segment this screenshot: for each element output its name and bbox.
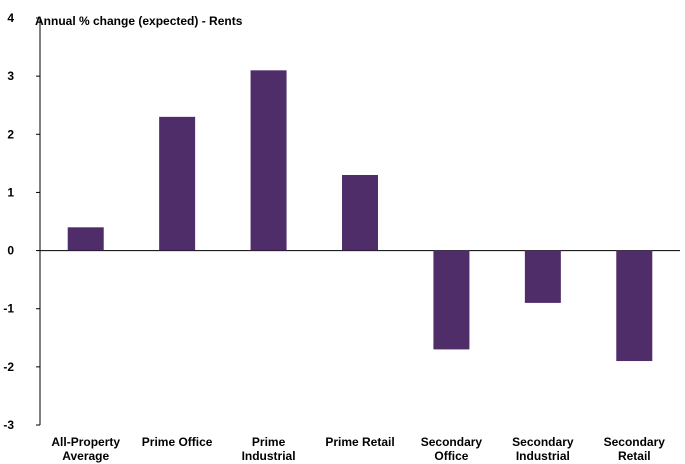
bar [250,70,287,251]
x-tick-label-line: Industrial [242,449,296,463]
x-tick-label: Secondary Office [421,435,483,463]
x-tick-label-line: Prime [252,435,286,449]
y-tick-label: -2 [3,360,14,374]
bar [616,250,653,362]
y-tick-label: 0 [7,244,14,258]
chart-title: Annual % change (expected) - Rents [35,14,243,28]
y-tick-label: 2 [7,127,14,141]
x-tick-label: Prime Retail [325,435,394,449]
x-tick-label: Prime Office [142,435,213,449]
bar [433,250,470,350]
x-tick-label-line: Prime Office [142,435,213,449]
y-tick-label: -1 [3,302,14,316]
y-tick-label: 3 [7,69,14,83]
x-tick-label: Secondary Retail [604,435,666,463]
x-tick-label-line: Industrial [516,449,570,463]
bar [342,174,378,251]
x-tick-label-line: Prime Retail [325,435,394,449]
x-tick-label-line: Average [62,449,109,463]
y-tick-label: 1 [7,185,14,199]
x-tick-label: All-Property Average [51,435,120,463]
y-axis: 4 3 2 1 0 -1 -2 -3 [3,11,680,432]
x-tick-label-line: Secondary [604,435,666,449]
x-tick-label: Secondary Industrial [512,435,574,463]
x-tick-label-line: Secondary [512,435,574,449]
y-tick-label: -3 [3,418,14,432]
x-tick-label-line: Secondary [421,435,483,449]
x-tick-label-line: Retail [618,449,651,463]
bar [159,116,196,251]
bar [524,250,561,303]
y-tick-label: 4 [7,11,14,25]
bars [67,70,653,362]
x-tick-label-line: Office [434,449,468,463]
x-tick-label-line: All-Property [51,435,120,449]
bar [67,227,104,251]
x-tick-label: Prime Industrial [242,435,296,463]
